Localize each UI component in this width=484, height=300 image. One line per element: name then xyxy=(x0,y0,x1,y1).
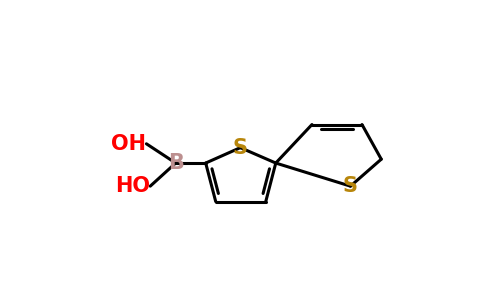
Text: S: S xyxy=(233,138,248,158)
Text: OH: OH xyxy=(111,134,146,154)
Text: S: S xyxy=(343,176,358,196)
Text: HO: HO xyxy=(115,176,150,196)
Text: B: B xyxy=(168,153,183,173)
